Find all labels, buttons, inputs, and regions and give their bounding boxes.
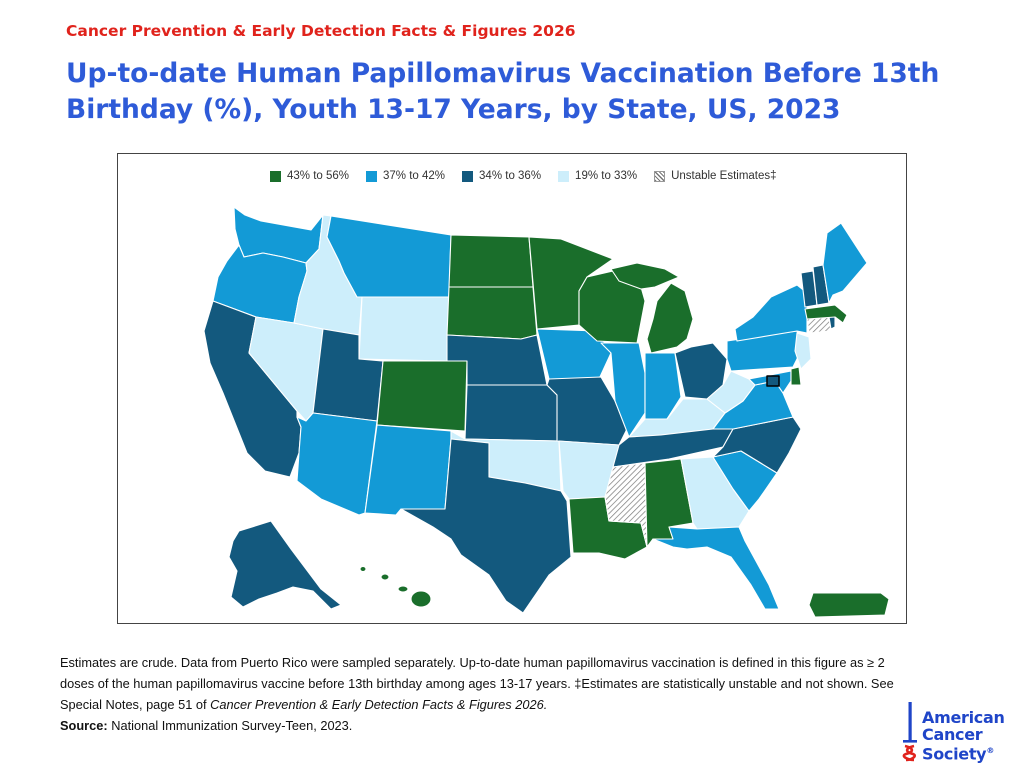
state-NM: [364, 424, 452, 516]
legend-label-mid-low: 34% to 36%: [479, 170, 542, 182]
footnote-line-1: Estimates are crude. Data from Puerto Ri…: [60, 655, 885, 670]
source-label: Source:: [60, 718, 108, 733]
state-AZ: [296, 412, 378, 516]
map-frame: 43% to 56% 37% to 42% 34% to 36% 19% to …: [117, 153, 907, 624]
state-NJ: [794, 332, 812, 370]
us-state-map: [203, 206, 890, 618]
legend-swatch-high: [270, 170, 281, 182]
footnote-report-reference: Cancer Prevention & Early Detection Fact…: [210, 697, 548, 712]
state-IL: [600, 342, 646, 438]
state-MI: [646, 282, 694, 354]
state-KS: [464, 384, 560, 442]
logo-line-2: Cancer: [922, 724, 983, 744]
state-HI: [410, 590, 432, 608]
source-text: National Immunization Survey-Teen, 2023.: [107, 718, 353, 733]
state-TX: [400, 438, 572, 614]
legend-item-low: 19% to 33%: [558, 170, 637, 182]
acs-logo: American Cancer Society®: [902, 702, 1022, 764]
state-HI-islands: [359, 565, 432, 608]
state-OH: [674, 342, 728, 400]
legend-label-unstable: Unstable Estimates‡: [671, 170, 777, 182]
logo-line-1: American: [922, 708, 1005, 727]
state-WA: [233, 206, 324, 264]
state-DE: [790, 366, 802, 386]
state-ME: [822, 222, 868, 304]
state-HI-maui: [397, 585, 409, 593]
logo-line-3-text: Society: [922, 744, 987, 764]
registered-mark: ®: [986, 746, 995, 755]
state-AK: [228, 520, 342, 610]
footnote: Estimates are crude. Data from Puerto Ri…: [60, 652, 910, 736]
logo-line-3: Society®: [922, 743, 1005, 763]
legend-swatch-mid-high: [366, 170, 378, 182]
report-label: Cancer Prevention & Early Detection Fact…: [66, 22, 576, 40]
legend-swatch-mid-low: [462, 170, 474, 182]
legend-label-low: 19% to 33%: [575, 170, 638, 182]
legend-item-mid-low: 34% to 36%: [462, 170, 541, 182]
state-ND: [448, 234, 534, 288]
legend-label-high: 43% to 56%: [287, 170, 350, 182]
state-CT: [806, 316, 832, 334]
legend-item-high: 43% to 56%: [270, 170, 349, 182]
page-title: Up-to-date Human Papillomavirus Vaccinat…: [66, 58, 940, 125]
state-MA: [804, 304, 848, 324]
state-FL: [652, 526, 780, 610]
sword-logo-icon: [902, 702, 917, 762]
state-HI-oahu: [380, 573, 390, 581]
state-CO: [376, 360, 468, 432]
state-SD: [446, 286, 538, 340]
legend-item-mid-high: 37% to 42%: [366, 170, 445, 182]
state-HI-kauai: [359, 565, 367, 573]
source-line: Source: National Immunization Survey-Tee…: [60, 715, 910, 736]
legend-item-unstable: Unstable Estimates‡: [654, 170, 777, 182]
state-WY: [358, 296, 450, 362]
logo-wordmark: American Cancer Society®: [922, 708, 1005, 763]
footnote-line-2: doses of the human papillomavirus vaccin…: [60, 676, 894, 691]
footnote-line-3: Special Notes, page 51 of Cancer Prevent…: [60, 694, 910, 715]
map-legend: 43% to 56% 37% to 42% 34% to 36% 19% to …: [270, 168, 794, 184]
state-MI-UP: [610, 262, 680, 290]
state-PR: [808, 592, 890, 618]
legend-label-mid-high: 37% to 42%: [383, 170, 446, 182]
state-DC: [766, 375, 780, 387]
legend-swatch-low: [558, 170, 570, 182]
footnote-line-3-text: Special Notes, page 51 of: [60, 697, 211, 712]
legend-swatch-unstable: [654, 170, 666, 182]
